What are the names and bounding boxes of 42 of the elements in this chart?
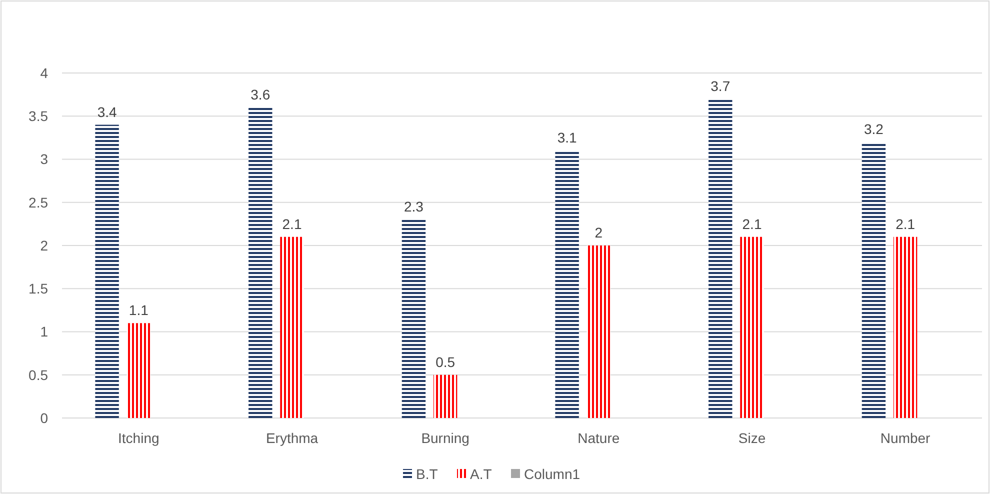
legend-label: Column1 (524, 466, 580, 482)
legend-label: A.T (470, 466, 492, 482)
bar (893, 236, 918, 418)
y-tick-label: 0.5 (28, 366, 48, 383)
y-tick-label: 3 (40, 151, 48, 168)
bar (555, 150, 579, 418)
y-tick-label: 2.5 (28, 194, 48, 210)
data-label: 3.6 (250, 86, 270, 102)
bar (248, 108, 272, 418)
x-tick-label: Burning (421, 430, 470, 446)
data-label: 3.7 (710, 78, 730, 94)
bar (433, 374, 458, 418)
bar (95, 124, 119, 418)
x-tick-label: Number (880, 430, 931, 446)
data-label: 1.1 (128, 302, 149, 318)
x-tick-label: Itching (118, 430, 160, 446)
data-label: 2 (594, 224, 603, 240)
y-tick-label: 0 (40, 410, 48, 426)
data-label: 2.1 (282, 216, 302, 232)
y-tick-label: 2 (40, 237, 48, 254)
bar (862, 142, 886, 418)
y-tick-label: 3.5 (28, 108, 48, 124)
bar (280, 236, 304, 418)
bar (708, 98, 732, 418)
y-tick-label: 1 (40, 324, 48, 340)
y-tick-label: 1.5 (28, 280, 48, 297)
y-tick-label: 4 (40, 64, 48, 81)
x-tick-label: Size (738, 430, 766, 446)
data-label: 2.1 (742, 216, 762, 232)
x-tick-label: Nature (578, 430, 620, 446)
legend-label: B.T (416, 466, 438, 482)
data-label: 2.1 (896, 216, 916, 232)
bar (126, 323, 151, 418)
data-label: 0.5 (436, 354, 456, 370)
bar (586, 246, 611, 418)
bar (402, 220, 426, 418)
bar (740, 236, 764, 418)
x-tick-label: Erythma (266, 430, 318, 446)
data-label: 3.4 (97, 104, 117, 120)
data-label: 3.2 (864, 121, 884, 137)
data-label: 3.1 (557, 130, 577, 146)
data-label: 2.3 (404, 198, 424, 215)
